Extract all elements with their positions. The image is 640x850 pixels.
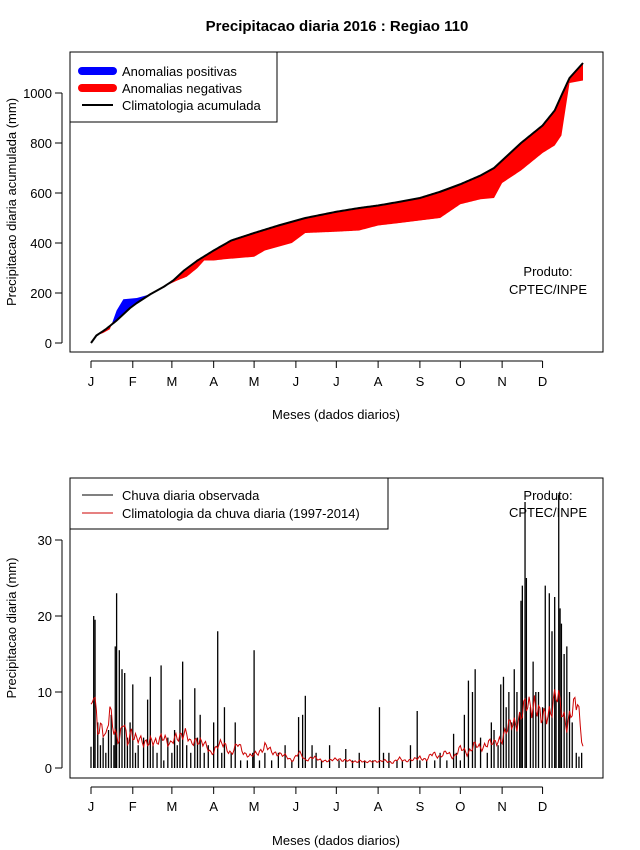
x-tick-label: D	[538, 799, 547, 814]
x-tick-label: S	[416, 799, 425, 814]
x-tick-label: F	[129, 374, 137, 389]
x-tick-label: A	[374, 374, 383, 389]
x-tick-label: J	[88, 374, 95, 389]
climatology-cumulative-line	[90, 62, 584, 344]
x-tick-label: J	[293, 799, 300, 814]
y-tick-label: 1000	[23, 86, 52, 101]
chart2-annotation-line2: CPTEC/INPE	[509, 505, 587, 520]
x-tick-label: J	[293, 374, 300, 389]
y-tick-label: 800	[30, 136, 52, 151]
x-tick-label: O	[455, 799, 465, 814]
climatology-daily-line	[90, 689, 584, 764]
y-tick-label: 200	[30, 286, 52, 301]
y-tick-label: 0	[45, 336, 52, 351]
x-tick-label: M	[166, 374, 177, 389]
x-tick-label: M	[249, 374, 260, 389]
chart2-xlabel: Meses (dados diarios)	[272, 833, 400, 848]
legend-label: Anomalias negativas	[122, 81, 242, 96]
y-tick-label: 0	[45, 761, 52, 776]
y-tick-label: 10	[38, 685, 52, 700]
x-tick-label: A	[209, 374, 218, 389]
x-tick-label: M	[249, 799, 260, 814]
y-tick-label: 30	[38, 533, 52, 548]
legend-label: Chuva diaria observada	[122, 488, 260, 503]
chart2-ylabel: Precipitacao diaria (mm)	[4, 558, 19, 699]
plot-frame	[69, 51, 604, 353]
chart1-ylabel: Precipitacao diaria acumulada (mm)	[4, 98, 19, 306]
x-tick-label: S	[416, 374, 425, 389]
x-tick-label: N	[497, 799, 506, 814]
negative-anomaly-area	[165, 63, 583, 287]
legend-label: Climatologia acumulada	[122, 98, 262, 113]
cumulative-chart: J F M A M J J A S O N D 0 200 400 600 800 1000 Anomalias …	[4, 51, 604, 422]
y-tick-label: 600	[30, 186, 52, 201]
legend-label: Climatologia da chuva diaria (1997-2014)	[122, 506, 360, 521]
legend-box	[69, 477, 389, 530]
x-tick-label: N	[497, 374, 506, 389]
x-tick-label: O	[455, 374, 465, 389]
y-tick-label: 400	[30, 236, 52, 251]
x-tick-label: F	[129, 799, 137, 814]
daily-chart: J F M A M J J A S O N D 0 10 20 30 Chuva diaria observa…	[4, 477, 604, 848]
x-tick-label: J	[333, 374, 340, 389]
chart2-annotation-line1: Produto:	[523, 488, 572, 503]
chart1-annotation-line2: CPTEC/INPE	[509, 282, 587, 297]
x-tick-label: J	[333, 799, 340, 814]
legend-label: Anomalias positivas	[122, 64, 237, 79]
x-tick-label: D	[538, 374, 547, 389]
page-title: Precipitacao diaria 2016 : Regiao 110	[206, 18, 469, 35]
y-tick-label: 20	[38, 609, 52, 624]
positive-anomaly-area	[112, 286, 164, 324]
x-tick-label: J	[88, 799, 95, 814]
x-tick-label: A	[209, 799, 218, 814]
x-tick-label: A	[374, 799, 383, 814]
chart1-annotation-line1: Produto:	[523, 264, 572, 279]
chart1-xlabel: Meses (dados diarios)	[272, 407, 400, 422]
x-tick-label: M	[166, 799, 177, 814]
